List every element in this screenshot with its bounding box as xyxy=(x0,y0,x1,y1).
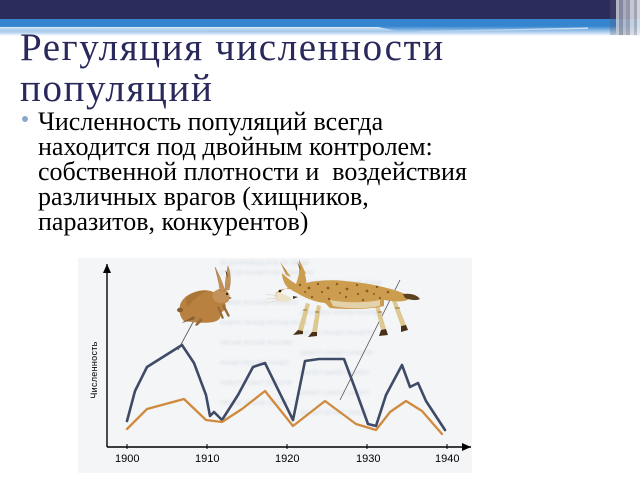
svg-text:ПРОАВ РОПАВ РОАПВР: ПРОАВ РОПАВ РОАПВР xyxy=(220,340,293,347)
svg-text:1900: 1900 xyxy=(115,453,139,465)
svg-text:ОАВРП ОАВРП ОАВРП: ОАВРП ОАВРП ОАВРП xyxy=(300,390,370,397)
svg-text:РОВАП РОВАП РОВАПР: РОВАП РОВАП РОВАПР xyxy=(220,380,293,387)
svg-text:1910: 1910 xyxy=(195,453,219,465)
svg-text:1930: 1930 xyxy=(356,453,380,465)
svg-text:ОАРВП ОАРВП ОАРВП: ОАРВП ОАРВП ОАРВП xyxy=(300,370,370,377)
svg-text:ВЕДОПРОВОД ОТВ РА ОБ ДР: ВЕДОПРОВОД ОТВ РА ОБ ДР xyxy=(220,260,309,267)
svg-text:1940: 1940 xyxy=(435,453,459,465)
svg-text:1920: 1920 xyxy=(275,453,299,465)
svg-text:ОРАПВРО АПРОВ РОАПВ: ОРАПВРО АПРОВ РОАПВ xyxy=(300,310,377,317)
svg-text:Численность: Численность xyxy=(89,341,99,398)
svg-text:ПАВРО ПРАОВ РПОАВ РОАВ: ПАВРО ПРАОВ РПОАВ РОАВ xyxy=(220,320,308,327)
